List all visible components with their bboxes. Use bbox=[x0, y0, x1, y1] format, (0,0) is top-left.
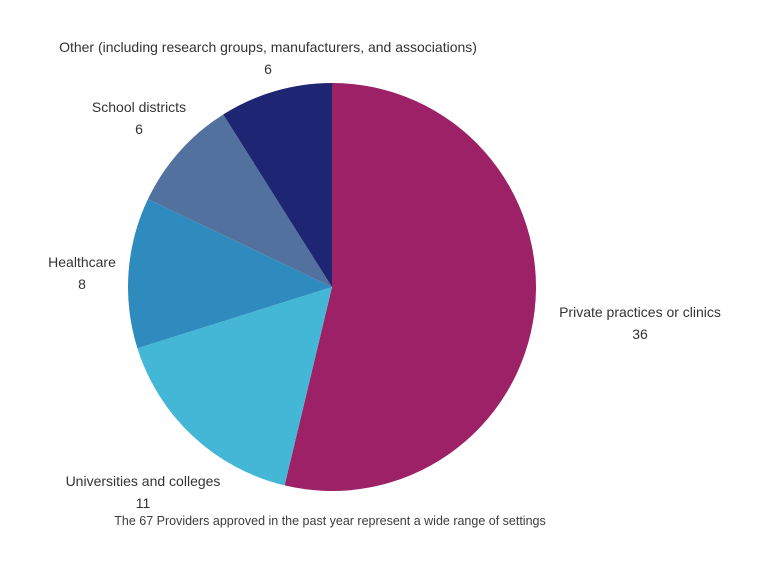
pie-slice-school-districts bbox=[147, 114, 332, 287]
slice-label-healthcare: Healthcare 8 bbox=[48, 251, 116, 295]
pie-chart bbox=[127, 83, 536, 491]
slice-label-school-districts-value: 6 bbox=[135, 121, 143, 137]
slice-label-universities-value: 11 bbox=[135, 495, 151, 511]
slice-label-universities-text: Universities and colleges bbox=[65, 473, 221, 489]
slice-label-other-text: Other (including research groups, manufa… bbox=[59, 39, 477, 55]
slice-label-other-value: 6 bbox=[264, 61, 272, 77]
slice-label-private-practices: Private practices or clinics 36 bbox=[559, 301, 721, 345]
slice-label-universities: Universities and colleges 11 bbox=[66, 470, 221, 514]
slice-label-school-districts: School districts 6 bbox=[92, 96, 186, 140]
chart-caption: The 67 Providers approved in the past ye… bbox=[114, 514, 546, 528]
pie-slice-other-including bbox=[223, 83, 332, 287]
pie-svg bbox=[127, 83, 536, 491]
slice-label-private-practices-value: 36 bbox=[632, 326, 648, 342]
slice-label-healthcare-value: 8 bbox=[78, 276, 86, 292]
slice-label-other: Other (including research groups, manufa… bbox=[59, 36, 477, 80]
slice-label-healthcare-text: Healthcare bbox=[48, 254, 116, 270]
pie-slice-healthcare bbox=[127, 199, 332, 349]
pie-slice-universities-and bbox=[137, 287, 332, 486]
slice-label-school-districts-text: School districts bbox=[91, 99, 187, 115]
slice-label-private-practices-text: Private practices or clinics bbox=[559, 304, 721, 320]
pie-slice-private-practices bbox=[284, 83, 536, 491]
